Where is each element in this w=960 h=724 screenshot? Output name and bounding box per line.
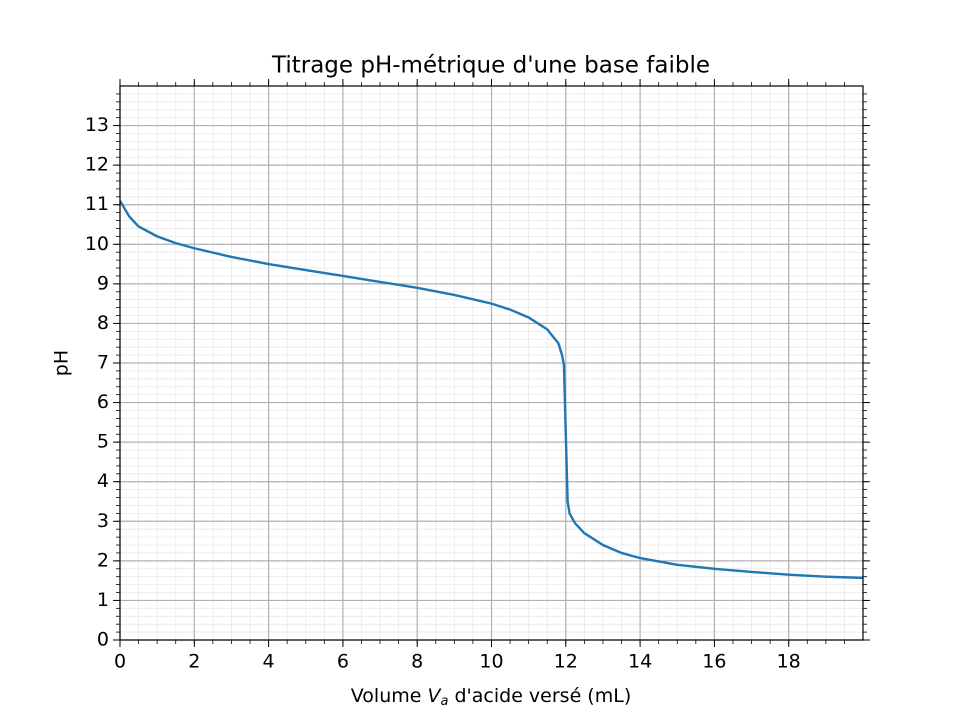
plot-frame: [119, 85, 864, 641]
y-tick-label: 9: [97, 272, 109, 294]
x-label-part: a: [440, 694, 448, 709]
line-series: [120, 200, 863, 580]
x-tick-label: 2: [188, 651, 200, 673]
y-tick-label: 4: [97, 470, 109, 492]
x-label-part: d'acide versé (mL): [448, 685, 631, 707]
y-tick-label: 3: [97, 510, 109, 532]
y-tick-label: 5: [97, 431, 109, 453]
y-tick-label: 13: [85, 114, 109, 136]
x-tick-label: 8: [411, 651, 423, 673]
y-tick-label: 8: [97, 312, 109, 334]
x-tick-label: 12: [554, 651, 578, 673]
x-axis-label: Volume Va d'acide versé (mL): [351, 685, 631, 709]
x-tick-label: 14: [628, 651, 652, 673]
y-tick-label: 2: [97, 549, 109, 571]
chart-title: Titrage pH-métrique d'une base faible: [271, 53, 710, 79]
y-tick-label: 10: [85, 233, 109, 255]
y-tick-label: 0: [97, 629, 109, 651]
y-tick-label: 11: [85, 193, 109, 215]
y-tick-label: 1: [97, 589, 109, 611]
y-tick-label: 6: [97, 391, 109, 413]
x-tick-label: 16: [702, 651, 726, 673]
x-tick-label: 6: [337, 651, 349, 673]
x-tick-label: 18: [777, 651, 801, 673]
y-tick-label: 12: [85, 154, 109, 176]
x-tick-label: 10: [479, 651, 503, 673]
x-label-part: V: [427, 685, 442, 707]
x-label-part: Volume: [351, 685, 428, 707]
y-axis-label: pH: [51, 350, 73, 376]
x-tick-label: 0: [114, 651, 126, 673]
x-tick-label: 4: [263, 651, 275, 673]
y-tick-label: 7: [97, 352, 109, 374]
